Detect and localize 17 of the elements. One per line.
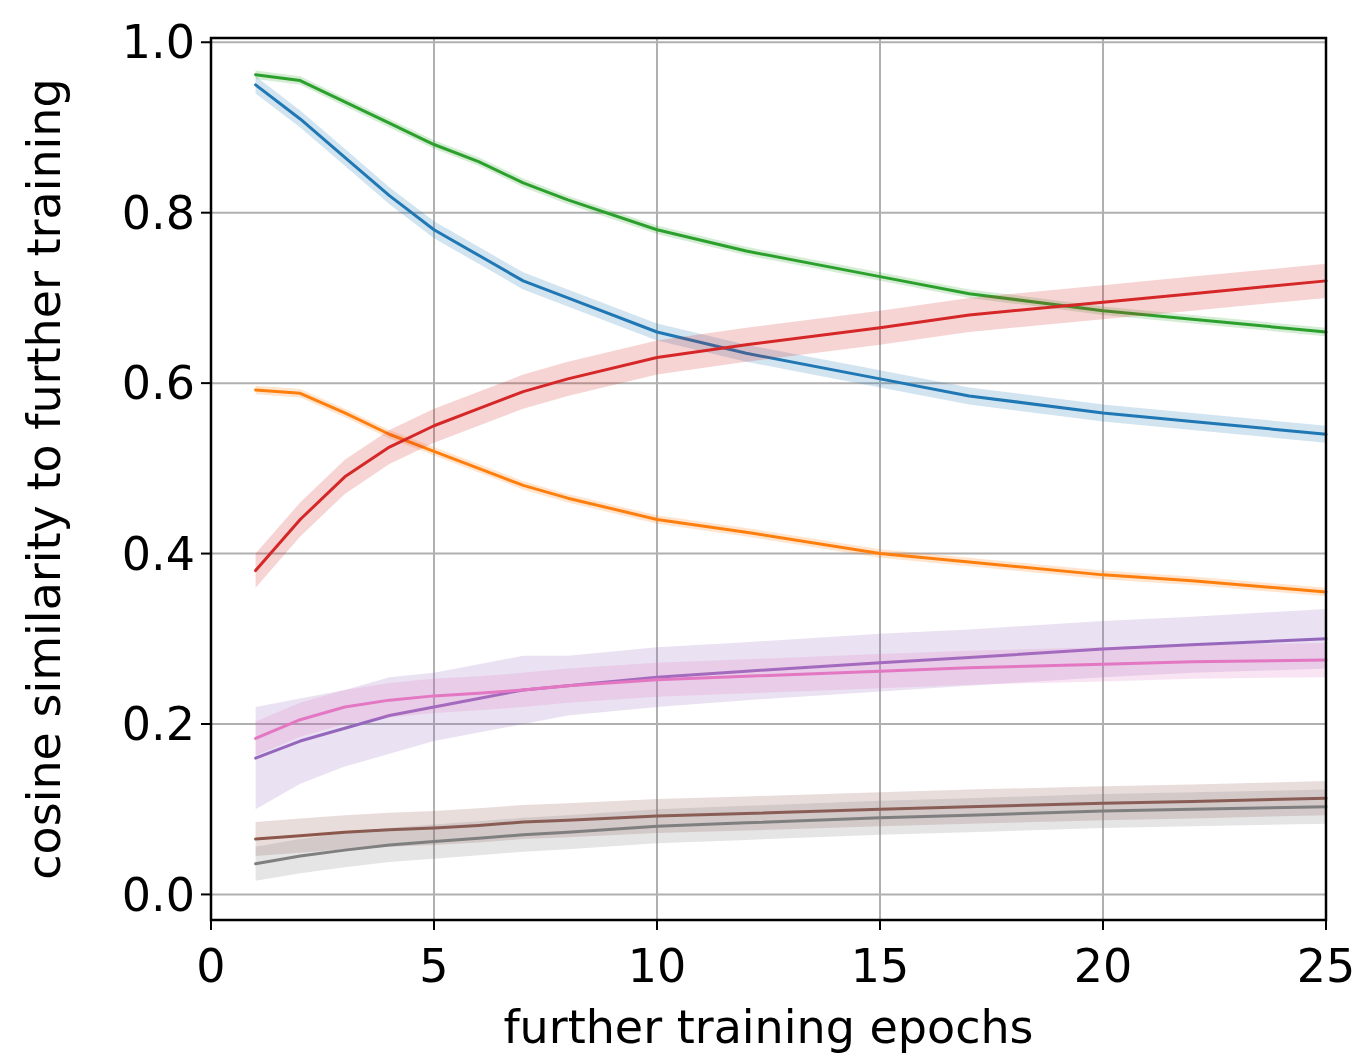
line-series xyxy=(254,658,1328,740)
y-tick-label: 0.8 xyxy=(121,185,195,240)
x-tick-label: 15 xyxy=(850,939,910,993)
x-tick-label: 20 xyxy=(1073,939,1133,993)
y-tick-label: 1.0 xyxy=(121,15,195,70)
y-axis-title: cosine similarity to further training xyxy=(17,78,71,880)
y-tick-label: 0.0 xyxy=(121,867,195,922)
y-tick-label: 0.2 xyxy=(121,697,195,752)
y-tick-label: 0.6 xyxy=(121,356,195,411)
y-tick-label: 0.4 xyxy=(121,526,195,581)
line-series xyxy=(254,805,1328,866)
x-tick-label: 25 xyxy=(1296,939,1356,993)
x-tick-label: 0 xyxy=(196,939,226,993)
x-axis-title: further training epochs xyxy=(503,1000,1034,1054)
line-series xyxy=(254,796,1328,841)
x-tick-label: 10 xyxy=(627,939,687,993)
x-tick-label: 5 xyxy=(419,939,449,993)
